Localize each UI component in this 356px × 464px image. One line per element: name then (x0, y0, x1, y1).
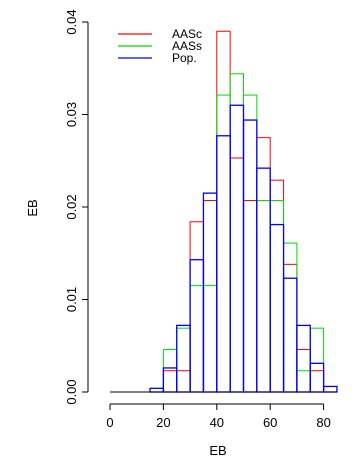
bar (283, 242, 298, 393)
bar (216, 135, 231, 393)
bar (202, 285, 218, 393)
y-axis: 0.00 0.01 0.02 0.03 0.04 (64, 9, 89, 405)
x-tick-label: 20 (156, 415, 170, 430)
bar (269, 179, 285, 393)
x-tick-label: 80 (316, 415, 330, 430)
x-axis: 0 20 40 60 80 (106, 403, 331, 430)
y-axis-label: EB (25, 199, 40, 216)
x-axis-label: EB (209, 443, 226, 458)
y-tick-label: 0.01 (64, 287, 79, 312)
bar (229, 73, 244, 393)
bar (256, 137, 271, 393)
bar (189, 259, 205, 393)
bar (189, 221, 204, 393)
bar (283, 263, 298, 393)
x-tick-label: 60 (263, 415, 277, 430)
bar (243, 200, 258, 393)
bar (216, 94, 231, 393)
bar (309, 362, 325, 393)
plot-area (110, 30, 338, 393)
bar (256, 167, 271, 393)
bar (309, 327, 325, 393)
bar (149, 387, 165, 393)
bar (176, 370, 191, 393)
bar (282, 277, 298, 393)
bar (309, 370, 325, 393)
x-tick-label: 0 (106, 415, 113, 430)
legend-label: Pop. (172, 51, 197, 65)
y-tick-label: 0.04 (64, 9, 79, 34)
bar (296, 324, 311, 393)
x-tick-label: 40 (210, 415, 224, 430)
bar (269, 200, 285, 393)
bar (296, 370, 311, 393)
bar (322, 385, 338, 393)
y-tick-label: 0.00 (64, 379, 79, 404)
bar (216, 30, 231, 393)
legend-label: AASc (172, 27, 202, 41)
bar (162, 370, 178, 393)
bar (202, 192, 218, 393)
bar (162, 367, 178, 393)
bar (202, 200, 218, 393)
bar (242, 119, 258, 393)
legend-label: AASs (172, 39, 202, 53)
bar (176, 327, 191, 393)
y-tick-label: 0.02 (64, 194, 79, 219)
bar (256, 200, 271, 393)
y-tick-label: 0.03 (64, 102, 79, 127)
bar (229, 104, 245, 393)
bar (269, 223, 285, 393)
bar (176, 324, 191, 393)
bar (243, 94, 258, 393)
bar (189, 285, 204, 393)
bar (229, 157, 244, 393)
